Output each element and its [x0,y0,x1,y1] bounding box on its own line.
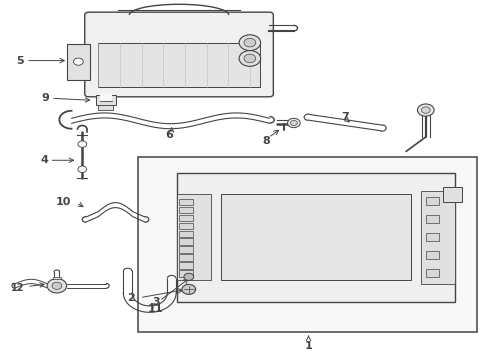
Circle shape [74,58,83,65]
Text: 2: 2 [127,293,135,303]
Bar [53,277,61,279]
Bar [179,270,193,277]
Circle shape [291,121,297,126]
Bar [426,197,440,205]
Bar [179,215,193,221]
Text: 7: 7 [342,112,349,122]
Bar [179,230,193,237]
Text: 8: 8 [262,136,270,145]
Text: 5: 5 [17,55,24,66]
Text: 9: 9 [42,93,49,103]
Bar [179,255,193,261]
Circle shape [52,282,62,289]
Bar [98,43,260,87]
Circle shape [244,54,256,63]
Circle shape [421,107,430,113]
Circle shape [182,284,196,294]
Circle shape [184,273,194,280]
Bar [176,194,211,280]
Bar [179,222,193,229]
Bar [67,44,90,80]
FancyBboxPatch shape [85,12,273,97]
Text: 12: 12 [11,283,24,293]
Text: 3: 3 [152,297,159,307]
Circle shape [78,166,87,172]
Text: 4: 4 [41,155,49,165]
Bar [426,269,440,277]
Bar [426,215,440,223]
Text: 11: 11 [148,304,163,314]
Text: 1: 1 [305,341,313,351]
Bar [443,187,463,202]
Bar [138,157,477,332]
Bar [220,194,411,280]
Circle shape [244,39,256,47]
Bar [100,93,112,101]
Text: 6: 6 [165,130,173,140]
Bar [179,247,193,253]
Bar [179,238,193,245]
Circle shape [417,104,434,116]
Bar [179,199,193,205]
Circle shape [78,141,87,147]
Circle shape [288,118,300,128]
Circle shape [239,50,261,66]
Bar [96,95,116,105]
Circle shape [239,35,261,50]
Bar [426,251,440,259]
Bar [421,191,455,284]
Bar [176,173,455,302]
Text: 10: 10 [56,197,72,207]
Bar [179,207,193,213]
Bar [179,262,193,269]
Bar [98,105,113,110]
Bar [426,233,440,241]
Circle shape [47,279,67,293]
